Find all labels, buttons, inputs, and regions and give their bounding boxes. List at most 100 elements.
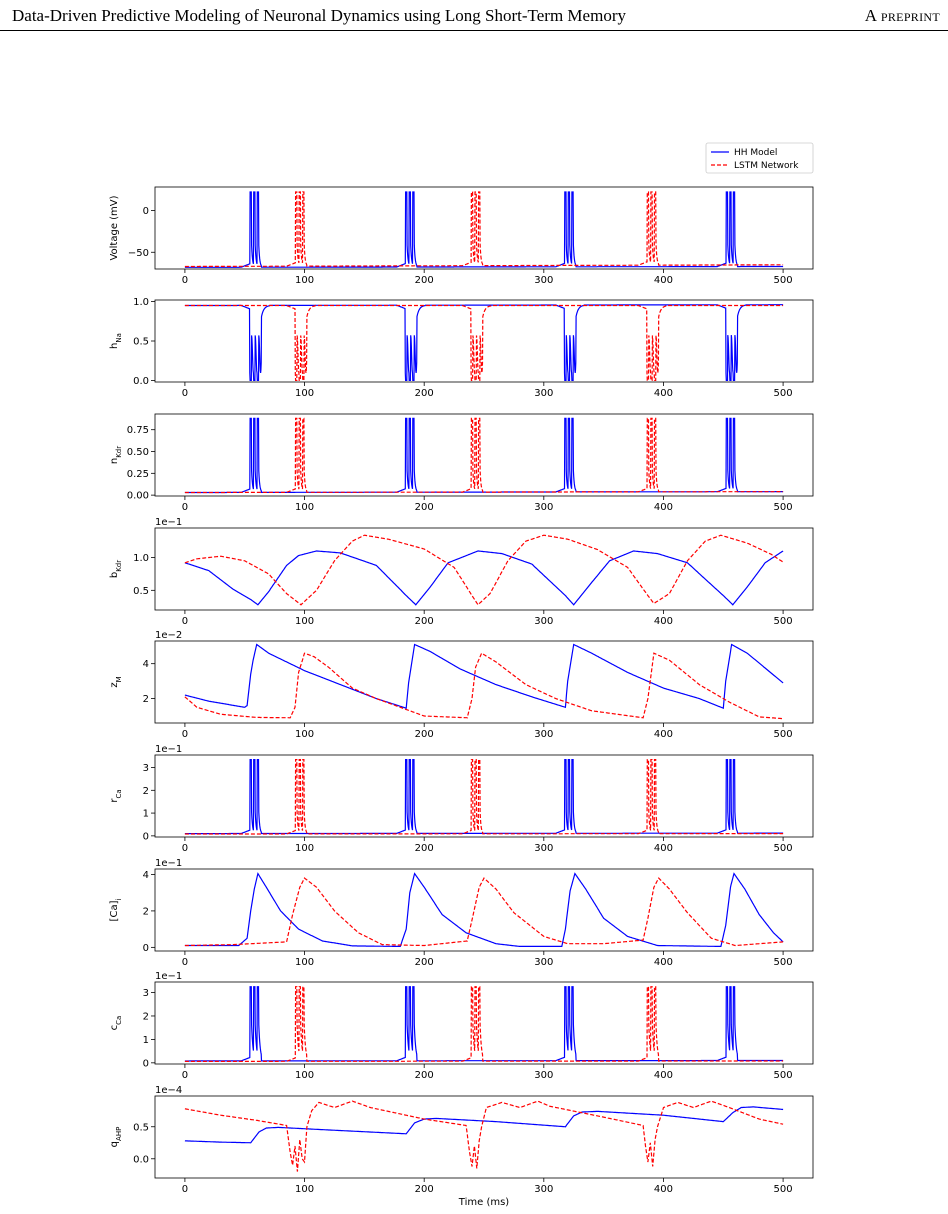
plot-frame-4 bbox=[154, 527, 814, 611]
lstm-network-line bbox=[184, 1100, 784, 1172]
x-tick-label: 100 bbox=[295, 616, 314, 627]
y-tick-label: 1.0 bbox=[133, 553, 149, 564]
lstm-network-line bbox=[184, 877, 784, 947]
x-tick-label: 0 bbox=[182, 843, 188, 854]
x-tick-label: 200 bbox=[415, 388, 434, 399]
x-tick-label: 100 bbox=[295, 843, 314, 854]
y-axis-label: cCa bbox=[109, 1016, 123, 1031]
plot-frame-7 bbox=[154, 868, 814, 952]
x-tick-label: 300 bbox=[534, 1184, 553, 1195]
y-axis-label: nKdr bbox=[109, 446, 123, 464]
lstm-network-line bbox=[184, 986, 784, 1062]
x-tick-label: 0 bbox=[182, 729, 188, 740]
x-tick-label: 400 bbox=[654, 729, 673, 740]
x-tick-label: 200 bbox=[415, 275, 434, 286]
y-tick-label: 1.0 bbox=[133, 297, 149, 308]
x-tick-label: 300 bbox=[534, 275, 553, 286]
y-tick-label: 0 bbox=[143, 1058, 149, 1069]
x-tick-label: 100 bbox=[295, 502, 314, 513]
y-tick-label: 0 bbox=[143, 206, 149, 217]
y-tick-label: 2 bbox=[143, 786, 149, 797]
x-tick-label: 500 bbox=[774, 275, 793, 286]
x-tick-label: 0 bbox=[182, 1184, 188, 1195]
paper-title: Data-Driven Predictive Modeling of Neuro… bbox=[12, 6, 626, 25]
y-axis-label: zM bbox=[109, 676, 123, 687]
legend-lstm-label: LSTM Network bbox=[734, 161, 799, 171]
x-tick-label: 100 bbox=[295, 1184, 314, 1195]
page-header: Data-Driven Predictive Modeling of Neuro… bbox=[0, 0, 948, 31]
y-tick-label: 0.5 bbox=[133, 586, 149, 597]
plot-frame-2 bbox=[154, 299, 814, 383]
x-tick-label: 0 bbox=[182, 1070, 188, 1081]
y-axis-label: hNa bbox=[109, 333, 123, 349]
y-tick-label: 1 bbox=[143, 809, 149, 820]
x-tick-label: 300 bbox=[534, 388, 553, 399]
y-axis-label: [Ca]i bbox=[109, 899, 123, 922]
legend-hh-label: HH Model bbox=[734, 148, 777, 158]
y-tick-label: 2 bbox=[143, 906, 149, 917]
x-tick-label: 200 bbox=[415, 843, 434, 854]
hh-model-line bbox=[184, 304, 784, 381]
x-tick-label: 300 bbox=[534, 843, 553, 854]
y-axis-label: rCa bbox=[109, 789, 123, 802]
hh-model-line bbox=[184, 550, 784, 606]
y-tick-label: 2 bbox=[143, 1011, 149, 1022]
y-tick-label: 4 bbox=[143, 659, 149, 670]
axis-multiplier: 1e−1 bbox=[155, 744, 182, 755]
plot-frame-1 bbox=[154, 186, 814, 270]
x-tick-label: 500 bbox=[774, 957, 793, 968]
x-tick-label: 0 bbox=[182, 275, 188, 286]
legend-box bbox=[705, 142, 814, 174]
lstm-network-line bbox=[184, 652, 784, 720]
x-tick-label: 500 bbox=[774, 388, 793, 399]
hh-model-line bbox=[184, 191, 784, 268]
x-tick-label: 500 bbox=[774, 1184, 793, 1195]
x-tick-label: 400 bbox=[654, 388, 673, 399]
x-tick-label: 400 bbox=[654, 275, 673, 286]
y-tick-label: 4 bbox=[143, 870, 149, 881]
lstm-network-line bbox=[184, 534, 784, 606]
hh-model-line bbox=[184, 986, 784, 1062]
hh-model-line bbox=[184, 1106, 784, 1144]
x-tick-label: 500 bbox=[774, 1070, 793, 1081]
x-tick-label: 200 bbox=[415, 502, 434, 513]
y-axis-label: qAHP bbox=[109, 1127, 123, 1148]
y-tick-label: 0.25 bbox=[127, 469, 149, 480]
preprint-tag: A preprint bbox=[864, 6, 940, 25]
x-tick-label: 100 bbox=[295, 729, 314, 740]
plot-frame-9 bbox=[154, 1095, 814, 1179]
x-tick-label: 300 bbox=[534, 502, 553, 513]
hh-model-line bbox=[184, 417, 784, 494]
x-tick-label: 400 bbox=[654, 1070, 673, 1081]
x-tick-label: 100 bbox=[295, 388, 314, 399]
plot-frame-5 bbox=[154, 640, 814, 724]
y-tick-label: 0.75 bbox=[127, 425, 149, 436]
y-tick-label: 0.0 bbox=[133, 376, 149, 387]
y-tick-label: 0.00 bbox=[127, 491, 149, 502]
lstm-network-line bbox=[184, 417, 784, 494]
plot-frame-3 bbox=[154, 413, 814, 497]
x-tick-label: 500 bbox=[774, 502, 793, 513]
y-tick-label: 2 bbox=[143, 694, 149, 705]
x-axis-label: Time (ms) bbox=[458, 1197, 510, 1208]
x-tick-label: 500 bbox=[774, 616, 793, 627]
axis-multiplier: 1e−2 bbox=[155, 630, 182, 641]
x-tick-label: 300 bbox=[534, 729, 553, 740]
x-tick-label: 200 bbox=[415, 1070, 434, 1081]
y-tick-label: 0.5 bbox=[133, 1122, 149, 1133]
y-tick-label: 3 bbox=[143, 988, 149, 999]
x-tick-label: 400 bbox=[654, 502, 673, 513]
x-tick-label: 200 bbox=[415, 616, 434, 627]
x-tick-label: 200 bbox=[415, 1184, 434, 1195]
plot-frame-6 bbox=[154, 754, 814, 838]
axis-multiplier: 1e−1 bbox=[155, 971, 182, 982]
y-tick-label: 0.0 bbox=[133, 1154, 149, 1165]
x-tick-label: 100 bbox=[295, 957, 314, 968]
x-tick-label: 200 bbox=[415, 729, 434, 740]
lstm-network-line bbox=[184, 759, 784, 835]
x-tick-label: 0 bbox=[182, 616, 188, 627]
x-tick-label: 500 bbox=[774, 729, 793, 740]
x-tick-label: 400 bbox=[654, 843, 673, 854]
y-tick-label: 0.5 bbox=[133, 337, 149, 348]
